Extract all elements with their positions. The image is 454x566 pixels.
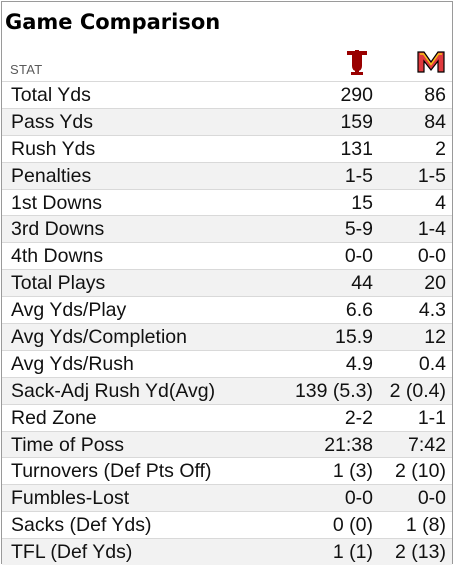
indiana-value: 0 (0) [332, 514, 373, 537]
maryland-value: 0-0 [417, 245, 446, 268]
maryland-value: 1-4 [417, 218, 446, 241]
maryland-value: 1-1 [417, 406, 446, 429]
indiana-value: 5-9 [344, 218, 373, 241]
maryland-value: 2 (0.4) [389, 379, 446, 402]
indiana-value: 15.9 [335, 326, 373, 349]
maryland-value: 0-0 [417, 487, 446, 510]
stat-label: Sacks (Def Yds) [11, 514, 152, 537]
table-row: Rush Yds 131 2 [2, 134, 452, 162]
table-row: Turnovers (Def Pts Off) 1 (3) 2 (10) [2, 457, 452, 484]
stat-label: Red Zone [11, 406, 97, 429]
table-row: 1st Downs 15 4 [2, 188, 452, 216]
stat-label: Fumbles-Lost [11, 487, 130, 510]
indiana-value: 0-0 [344, 245, 373, 268]
maryland-value: 2 (10) [395, 460, 446, 483]
indiana-value: 6.6 [345, 299, 373, 322]
indiana-value: 1-5 [344, 164, 373, 187]
table-row: Sacks (Def Yds) 0 (0) 1 (8) [2, 511, 452, 538]
indiana-value: 21:38 [324, 433, 373, 456]
table-row: 4th Downs 0-0 0-0 [2, 242, 452, 269]
table-row: TFL (Def Yds) 1 (1) 2 (13) [2, 538, 452, 566]
stat-label: Pass Yds [11, 110, 94, 133]
table-row: Pass Yds 159 84 [2, 107, 452, 135]
indiana-value: 15 [351, 191, 373, 214]
maryland-value: 4 [435, 191, 446, 214]
stat-label: Penalties [11, 164, 92, 187]
table-row: Total Plays 44 20 [2, 269, 452, 297]
maryland-value: 12 [424, 326, 446, 349]
stat-label: Avg Yds/Play [11, 299, 127, 322]
table-row: Time of Poss 21:38 7:42 [2, 430, 452, 458]
maryland-logo-icon [416, 48, 446, 80]
stat-label: TFL (Def Yds) [11, 541, 133, 564]
table-row: Fumbles-Lost 0-0 0-0 [2, 484, 452, 512]
stat-label: Avg Yds/Rush [11, 352, 134, 375]
maryland-value: 1-5 [417, 164, 446, 187]
indiana-value: 159 [340, 110, 373, 133]
indiana-value: 1 (3) [332, 460, 373, 483]
stat-label: 3rd Downs [11, 218, 105, 241]
indiana-value: 44 [351, 272, 373, 295]
table-row: Avg Yds/Play 6.6 4.3 [2, 296, 452, 323]
table-row: Avg Yds/Completion 15.9 12 [2, 323, 452, 350]
panel-title: Game Comparison [5, 10, 221, 34]
stat-column-header: STAT [10, 62, 43, 77]
table-row: Sack-Adj Rush Yd(Avg) 139 (5.3) 2 (0.4) [2, 376, 452, 404]
stat-label: Rush Yds [11, 137, 96, 160]
stat-label: Total Plays [11, 272, 106, 295]
stat-label: Total Yds [11, 84, 91, 106]
table-header: STAT [2, 46, 452, 80]
indiana-value: 290 [340, 84, 373, 106]
indiana-value: 4.9 [345, 352, 373, 375]
stats-table: Total Yds 290 86 Pass Yds 159 84 Rush Yds 131 2 P… [2, 81, 452, 566]
maryland-value: 2 [435, 137, 446, 160]
indiana-logo-icon [344, 48, 370, 80]
table-row: Penalties 1-5 1-5 [2, 161, 452, 189]
indiana-value: 2-2 [344, 406, 373, 429]
stat-label: Sack-Adj Rush Yd(Avg) [11, 379, 216, 402]
maryland-value: 0.4 [418, 352, 446, 375]
indiana-value: 0-0 [344, 487, 373, 510]
indiana-value: 131 [340, 137, 373, 160]
table-row: Avg Yds/Rush 4.9 0.4 [2, 349, 452, 377]
maryland-value: 2 (13) [395, 541, 446, 564]
indiana-value: 139 (5.3) [294, 379, 373, 402]
indiana-value: 1 (1) [332, 541, 373, 564]
table-row: Red Zone 2-2 1-1 [2, 403, 452, 431]
stat-label: Avg Yds/Completion [11, 326, 187, 349]
table-row: 3rd Downs 5-9 1-4 [2, 215, 452, 243]
stat-label: 4th Downs [11, 245, 104, 268]
table-row: Total Yds 290 86 [2, 81, 452, 108]
maryland-value: 1 (8) [405, 514, 446, 537]
maryland-value: 86 [424, 84, 446, 106]
maryland-value: 84 [424, 110, 446, 133]
stat-label: Time of Poss [11, 433, 125, 456]
maryland-value: 20 [424, 272, 446, 295]
maryland-value: 7:42 [408, 433, 446, 456]
stat-label: 1st Downs [11, 191, 103, 214]
stat-label: Turnovers (Def Pts Off) [11, 460, 212, 483]
maryland-value: 4.3 [418, 299, 446, 322]
